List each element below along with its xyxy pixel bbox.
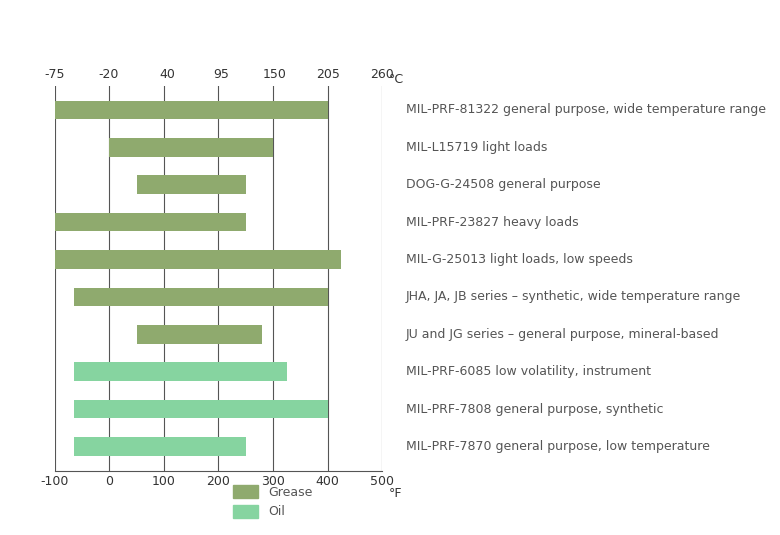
Text: MIL-PRF-23827 heavy loads: MIL-PRF-23827 heavy loads: [406, 216, 578, 228]
Bar: [55, 101, 328, 119]
Bar: [136, 325, 262, 343]
Text: DOG-G-24508 general purpose: DOG-G-24508 general purpose: [406, 178, 601, 191]
Bar: [74, 437, 246, 456]
Text: MIL-G-25013 light loads, low speeds: MIL-G-25013 light loads, low speeds: [406, 253, 633, 266]
Text: MIL-PRF-7870 general purpose, low temperature: MIL-PRF-7870 general purpose, low temper…: [406, 440, 710, 453]
Text: JU and JG series – general purpose, mineral-based: JU and JG series – general purpose, mine…: [406, 328, 719, 341]
Bar: [55, 213, 246, 232]
Text: MIL-PRF-81322 general purpose, wide temperature range: MIL-PRF-81322 general purpose, wide temp…: [406, 103, 766, 117]
Text: MIL-L15719 light loads: MIL-L15719 light loads: [406, 141, 547, 154]
Bar: [55, 250, 342, 269]
Bar: [74, 362, 287, 381]
Bar: [109, 138, 273, 157]
Text: °F: °F: [389, 487, 402, 500]
Text: MIL-PRF-7808 general purpose, synthetic: MIL-PRF-7808 general purpose, synthetic: [406, 403, 663, 416]
Bar: [74, 287, 328, 306]
Bar: [136, 175, 246, 194]
Text: MIL-PRF-6085 low volatility, instrument: MIL-PRF-6085 low volatility, instrument: [406, 365, 651, 378]
Text: JHA, JA, JB series – synthetic, wide temperature range: JHA, JA, JB series – synthetic, wide tem…: [406, 291, 741, 303]
Legend: Grease, Oil: Grease, Oil: [229, 480, 317, 523]
Text: °C: °C: [389, 73, 404, 86]
Bar: [74, 400, 328, 418]
